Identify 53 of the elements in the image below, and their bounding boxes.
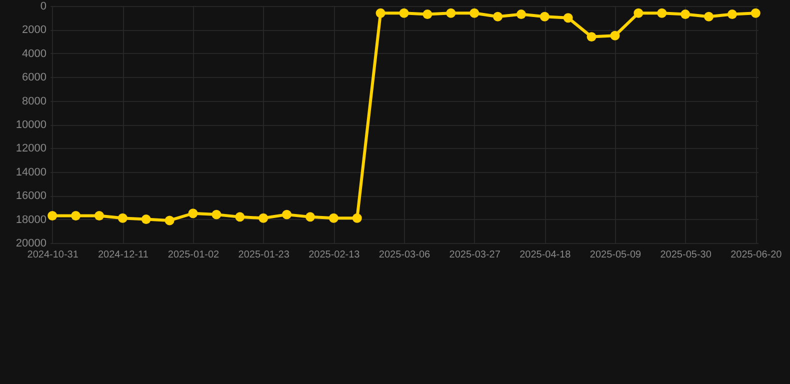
point: [704, 12, 714, 22]
x-tick-label: 2025-03-06: [378, 250, 431, 260]
point: [212, 210, 222, 220]
x-tick-label: 2025-05-30: [660, 250, 712, 260]
point: [422, 10, 432, 20]
point: [446, 8, 456, 18]
y-tick-label: 18000: [16, 214, 46, 226]
point: [586, 32, 596, 42]
x-tick-label: 2025-04-18: [520, 250, 572, 260]
y-tick-label: 8000: [22, 95, 46, 108]
point: [540, 12, 550, 22]
point: [118, 213, 128, 223]
y-tick-label: 14000: [16, 166, 46, 178]
point: [563, 13, 573, 23]
point: [657, 8, 667, 18]
point: [328, 213, 338, 223]
point: [188, 208, 198, 218]
x-tick-label: 2025-01-23: [238, 250, 290, 260]
point: [470, 8, 480, 18]
point: [376, 8, 386, 18]
point: [610, 30, 620, 40]
y-tick-label: 20000: [16, 238, 46, 250]
point: [71, 211, 81, 220]
y-tick-label: 16000: [16, 190, 46, 202]
point: [235, 212, 245, 222]
y-tick-label: 2000: [22, 24, 46, 36]
point: [399, 8, 409, 18]
point: [634, 8, 644, 18]
point: [94, 211, 104, 220]
point: [493, 12, 503, 22]
y-tick-label: 10000: [16, 119, 46, 131]
point: [141, 214, 151, 224]
point: [48, 211, 58, 220]
point: [727, 10, 737, 20]
point: [680, 10, 690, 20]
point: [258, 213, 268, 223]
x-tick-label: 2025-01-02: [168, 250, 220, 260]
x-tick-label: 2025-06-20: [730, 250, 782, 260]
point: [305, 212, 315, 222]
x-tick-label: 2025-02-13: [308, 250, 360, 260]
y-tick-label: 0: [40, 0, 46, 12]
point: [164, 216, 174, 226]
y-tick-label: 12000: [16, 142, 46, 155]
x-tick-label: 2024-12-11: [98, 250, 149, 260]
y-tick-label: 4000: [22, 48, 46, 60]
x-tick-label: 2025-03-27: [449, 250, 501, 260]
x-tick-label: 2024-10-31: [27, 250, 79, 260]
point: [750, 8, 760, 18]
y-tick-label: 6000: [22, 72, 46, 84]
point: [282, 210, 292, 220]
point: [352, 213, 362, 223]
x-tick-label: 2025-05-09: [590, 250, 642, 260]
point: [516, 10, 526, 20]
